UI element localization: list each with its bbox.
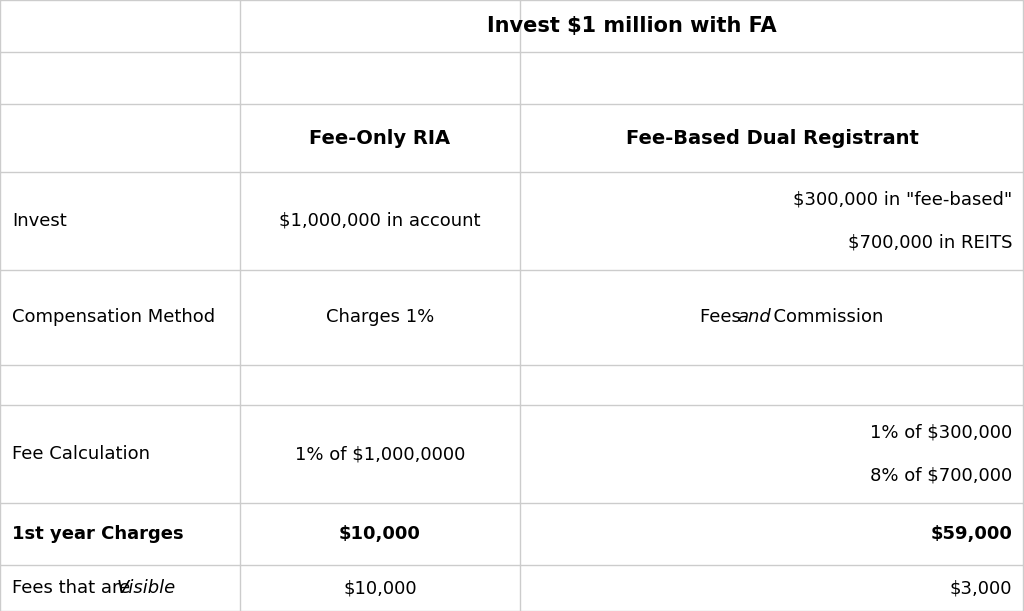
Text: $700,000 in REITS: $700,000 in REITS [848,233,1012,252]
Text: and: and [737,309,771,326]
Text: Charges 1%: Charges 1% [326,309,434,326]
Text: $10,000: $10,000 [339,525,421,543]
Text: Visible: Visible [117,579,176,597]
Text: 1% of $300,000: 1% of $300,000 [869,423,1012,441]
Text: Invest: Invest [12,212,67,230]
Text: 1% of $1,000,0000: 1% of $1,000,0000 [295,445,465,463]
Text: $3,000: $3,000 [949,579,1012,597]
Text: 1st year Charges: 1st year Charges [12,525,183,543]
Text: Compensation Method: Compensation Method [12,309,215,326]
Text: $300,000 in "fee-based": $300,000 in "fee-based" [793,191,1012,208]
Text: Fee-Only RIA: Fee-Only RIA [309,128,451,147]
Text: 8% of $700,000: 8% of $700,000 [869,467,1012,485]
Text: Invest $1 million with FA: Invest $1 million with FA [487,16,777,36]
Text: Fee-Based Dual Registrant: Fee-Based Dual Registrant [626,128,919,147]
Text: Fees that are: Fees that are [12,579,136,597]
Text: $59,000: $59,000 [930,525,1012,543]
Text: Commission: Commission [762,309,884,326]
Text: Fee Calculation: Fee Calculation [12,445,150,463]
Text: $10,000: $10,000 [343,579,417,597]
Text: $1,000,000 in account: $1,000,000 in account [280,212,480,230]
Text: Fees: Fees [700,309,746,326]
